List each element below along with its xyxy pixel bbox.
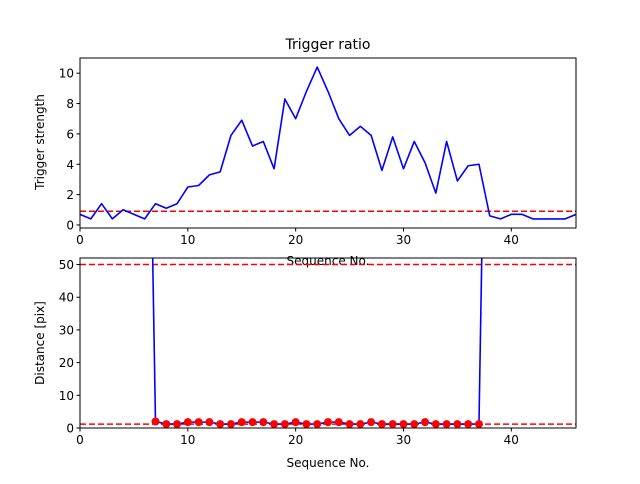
data-point <box>399 420 408 428</box>
data-point <box>421 418 430 427</box>
y-tick-label: 40 <box>59 291 74 305</box>
axes-frame-bottom <box>79 257 577 429</box>
x-axis-label-bottom: Sequence No. <box>287 456 370 470</box>
y-tick-label: 8 <box>66 97 74 111</box>
distance-subplot: 0 10 20 30 40 0 10 20 30 40 50 Distance [pix] Sequ… <box>33 257 577 470</box>
x-tick-label: 10 <box>180 233 195 247</box>
data-point <box>345 420 354 428</box>
data-point <box>173 420 182 428</box>
data-point <box>237 418 246 427</box>
data-point <box>302 420 311 428</box>
y-tick-label: 10 <box>59 389 74 403</box>
x-tick-label: 30 <box>396 433 411 447</box>
data-point <box>453 420 462 428</box>
data-point <box>377 420 386 428</box>
data-point <box>313 420 322 428</box>
data-point <box>183 418 192 427</box>
x-axis-label-top: Sequence No. <box>287 254 370 268</box>
x-tick-label: 0 <box>76 433 84 447</box>
data-point <box>226 420 235 428</box>
ticks-bottom: 0 10 20 30 40 0 10 20 30 40 50 <box>59 258 519 447</box>
series-line-0 <box>80 66 576 220</box>
data-point <box>388 420 397 428</box>
data-point <box>270 420 279 428</box>
y-tick-label: 30 <box>59 323 74 337</box>
axes-frame-top <box>79 57 577 229</box>
data-point <box>442 420 451 428</box>
x-tick-label: 20 <box>288 433 303 447</box>
plot-area-bottom <box>80 258 576 428</box>
data-point <box>324 418 332 427</box>
data-point <box>194 418 203 427</box>
x-tick-label: 40 <box>504 433 519 447</box>
data-point <box>474 420 483 428</box>
data-point <box>356 420 365 428</box>
y-tick-label: 10 <box>59 67 74 81</box>
x-tick-label: 40 <box>504 233 519 247</box>
y-tick-label: 50 <box>59 258 74 272</box>
data-point <box>216 420 225 428</box>
data-point <box>410 420 419 428</box>
data-point <box>431 420 440 428</box>
y-tick-label: 2 <box>66 188 74 202</box>
y-axis-label-top: Trigger strength <box>33 94 47 191</box>
data-point <box>259 418 268 427</box>
data-point <box>280 420 289 428</box>
y-tick-label: 20 <box>59 356 74 370</box>
y-tick-label: 0 <box>66 218 74 232</box>
data-point <box>334 418 343 427</box>
data-point <box>464 420 473 428</box>
x-tick-label: 20 <box>288 233 303 247</box>
trigger-ratio-subplot: Trigger ratio Trigger strength Sequence … <box>33 37 577 268</box>
data-point <box>367 418 376 427</box>
y-tick-label: 4 <box>66 158 74 172</box>
data-point <box>151 417 160 426</box>
x-tick-label: 0 <box>76 233 84 247</box>
data-point <box>291 418 300 427</box>
plot-area-top <box>80 66 576 220</box>
chart-title: Trigger ratio <box>284 37 370 53</box>
y-tick-label: 0 <box>66 422 74 436</box>
data-point <box>248 418 257 427</box>
y-tick-label: 6 <box>66 127 74 141</box>
x-tick-label: 10 <box>180 433 195 447</box>
data-point <box>205 418 214 427</box>
x-tick-label: 30 <box>396 233 411 247</box>
ticks-top: 0 10 20 30 40 0 2 4 6 8 10 <box>59 67 519 247</box>
data-point <box>162 420 171 428</box>
y-axis-label-bottom: Distance [pix] <box>33 301 47 385</box>
